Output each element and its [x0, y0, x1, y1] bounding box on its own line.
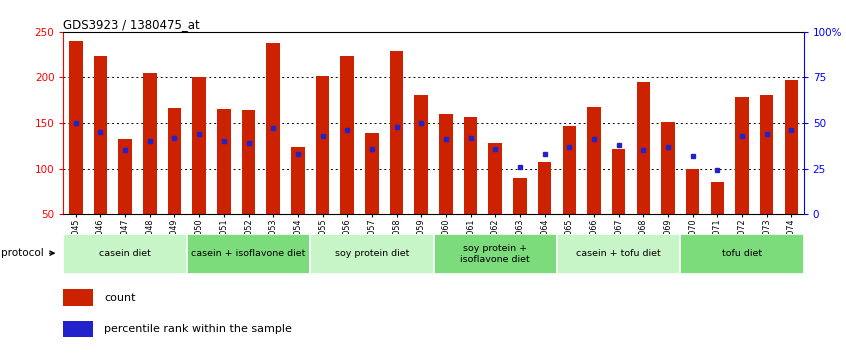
Bar — [563, 126, 576, 214]
Bar — [390, 51, 404, 214]
Bar — [316, 76, 329, 214]
Bar — [439, 114, 453, 214]
Bar — [464, 116, 477, 214]
Bar — [662, 122, 675, 214]
Bar — [242, 110, 255, 214]
Bar — [340, 56, 354, 214]
Bar — [266, 43, 280, 214]
Text: soy protein diet: soy protein diet — [335, 250, 409, 258]
Bar — [612, 149, 625, 214]
Bar — [118, 139, 132, 214]
Bar — [711, 182, 724, 214]
Text: casein diet: casein diet — [99, 250, 151, 258]
Text: tofu diet: tofu diet — [722, 250, 762, 258]
Bar — [365, 133, 379, 214]
Text: casein + tofu diet: casein + tofu diet — [576, 250, 661, 258]
Bar — [587, 107, 601, 214]
Bar — [291, 147, 305, 214]
Text: count: count — [104, 293, 135, 303]
Bar — [686, 169, 700, 214]
Bar — [63, 320, 93, 337]
Bar — [94, 56, 107, 214]
Bar — [63, 234, 187, 274]
Bar — [310, 234, 433, 274]
Bar — [415, 95, 428, 214]
Bar — [187, 234, 310, 274]
Bar — [514, 178, 527, 214]
Bar — [488, 143, 502, 214]
Bar — [735, 97, 749, 214]
Bar — [557, 234, 680, 274]
Bar — [784, 80, 798, 214]
Bar — [760, 95, 773, 214]
Bar — [680, 234, 804, 274]
Bar — [636, 82, 650, 214]
Text: percentile rank within the sample: percentile rank within the sample — [104, 324, 292, 334]
Bar — [63, 289, 93, 306]
Bar — [538, 162, 552, 214]
Text: casein + isoflavone diet: casein + isoflavone diet — [191, 250, 305, 258]
Bar — [168, 108, 181, 214]
Bar — [192, 78, 206, 214]
Text: GDS3923 / 1380475_at: GDS3923 / 1380475_at — [63, 18, 201, 31]
Text: soy protein +
isoflavone diet: soy protein + isoflavone diet — [460, 244, 530, 264]
Bar — [143, 73, 157, 214]
Bar — [433, 234, 557, 274]
Bar — [217, 109, 231, 214]
Text: protocol: protocol — [1, 248, 54, 258]
Bar — [69, 41, 83, 214]
